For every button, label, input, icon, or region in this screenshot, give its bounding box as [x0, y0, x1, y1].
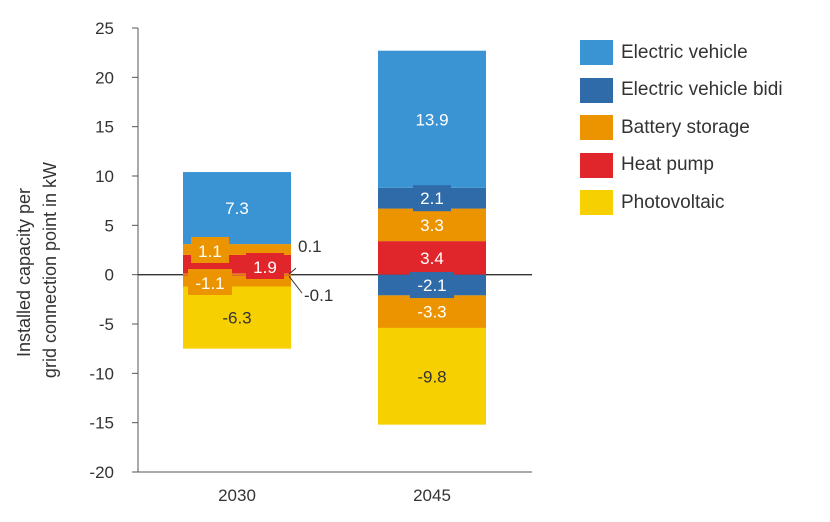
legend-swatch: [580, 40, 613, 66]
bar-segment: [183, 275, 291, 287]
bar-segment: [183, 172, 291, 245]
bar-segment: [378, 50, 486, 188]
label-leader-line: [288, 275, 303, 294]
bar-label: -3.3: [417, 303, 446, 322]
label-box: [246, 253, 284, 279]
bar-segment: [378, 208, 486, 242]
legend-item-photovoltaic: Photovoltaic: [580, 184, 783, 222]
y-tick-label: -10: [89, 364, 114, 383]
bar-label: 7.3: [225, 199, 249, 218]
label-box: [188, 269, 232, 295]
y-tick-label: 5: [105, 216, 114, 235]
legend-label: Electric vehicle: [621, 41, 748, 63]
bar-label: -9.8: [417, 367, 446, 386]
y-axis-label-line-2: grid connection point in kW: [40, 162, 60, 378]
bar-label: 1.9: [253, 258, 277, 277]
label-box: [410, 272, 454, 299]
bars: [183, 50, 486, 425]
bar-segment: [183, 286, 291, 349]
legend-swatch: [580, 115, 613, 141]
legend-item-heat-pump: Heat pump: [580, 147, 783, 185]
y-tick-label: 0: [105, 266, 114, 285]
bar-label: -0.1: [304, 286, 333, 305]
y-axis-label-line-1: Installed capacity per: [14, 188, 34, 357]
bar-label: -1.1: [195, 274, 224, 293]
y-axis-label: Installed capacity per grid connection p…: [14, 162, 60, 378]
legend-item-electric-vehicle-bidi: Electric vehicle bidi: [580, 72, 783, 110]
bar-segment: [378, 241, 486, 275]
y-tick-label: 25: [95, 19, 114, 38]
legend: Electric vehicle Electric vehicle bidi B…: [580, 34, 783, 222]
y-tick-label: -15: [89, 414, 114, 433]
legend-swatch: [580, 152, 613, 178]
y-tick-label: 15: [95, 118, 114, 137]
y-tick-label: -20: [89, 463, 114, 482]
x-tick-label: 2030: [218, 486, 256, 505]
y-tick-label: 20: [95, 68, 114, 87]
legend-item-battery-storage: Battery storage: [580, 109, 783, 147]
bar-segment: [378, 295, 486, 328]
bar-label: 1.1: [198, 242, 222, 261]
label-leader-line: [288, 267, 297, 275]
bar-label: 3.3: [420, 216, 444, 235]
legend-item-electric-vehicle: Electric vehicle: [580, 34, 783, 72]
y-tick-label: -5: [99, 315, 114, 334]
label-box: [191, 237, 229, 263]
bar-segment: [183, 244, 291, 255]
bar-segment: [183, 273, 291, 275]
legend-swatch: [580, 190, 613, 216]
bar-segment: [183, 274, 291, 276]
y-tick-label: 10: [95, 167, 114, 186]
bar-label: 3.4: [420, 249, 444, 268]
legend-label: Heat pump: [621, 154, 714, 176]
bar-label: -2.1: [417, 276, 446, 295]
x-tick-label: 2045: [413, 486, 451, 505]
bar-label: -6.3: [222, 309, 251, 328]
legend-label: Battery storage: [621, 116, 750, 138]
bar-labels: 0.1 1.9 1.1 7.3 -0.1 -1.1 -6.3 3.4 3.3 2.1 13.9 -2.…: [188, 110, 454, 386]
label-box: [413, 185, 451, 212]
bar-label: 0.1: [298, 237, 322, 256]
legend-label: Electric vehicle bidi: [621, 79, 783, 101]
legend-label: Photovoltaic: [621, 191, 725, 213]
bar-label: 2.1: [420, 189, 444, 208]
legend-swatch: [580, 77, 613, 103]
bar-label: 13.9: [415, 110, 448, 129]
bar-segment: [378, 327, 486, 425]
